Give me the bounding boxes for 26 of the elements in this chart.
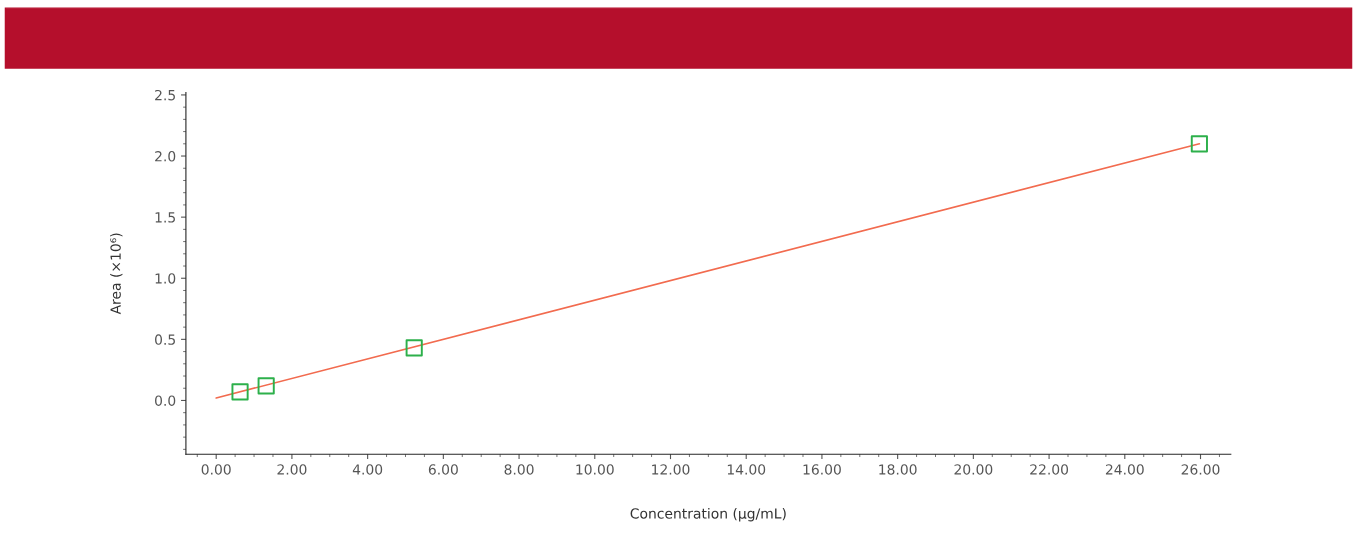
point — [257, 377, 275, 395]
x-tick-label: 4.00 — [352, 464, 383, 475]
point — [405, 339, 423, 357]
x-tick-label: 12.00 — [652, 464, 690, 475]
y-tick-label: 1.0 — [155, 273, 176, 284]
x-tick-label: 14.00 — [727, 464, 766, 475]
point — [231, 383, 249, 401]
y-tick-label: 2.0 — [155, 151, 176, 162]
point — [1190, 135, 1208, 153]
x-tick-label: 26.00 — [1181, 464, 1220, 475]
y-tick-label: 0.0 — [155, 395, 176, 406]
y-tick-label: 0.5 — [155, 334, 175, 345]
y-tick-label: 1.5 — [155, 212, 175, 223]
x-tick-label: 2.00 — [277, 464, 307, 475]
x-tick-label: 20.00 — [954, 464, 993, 475]
x-tick-label: 18.00 — [879, 464, 917, 475]
x-tick-label: 22.00 — [1030, 464, 1069, 475]
x-tick-label: 8.00 — [504, 464, 534, 475]
x-tick-label: 24.00 — [1105, 464, 1144, 475]
x-tick-label: 0.00 — [201, 464, 231, 475]
y-axis-title: Area (×10⁶) — [110, 233, 123, 315]
x-tick-label: 16.00 — [803, 464, 841, 475]
x-tick-label: 10.00 — [576, 464, 614, 475]
y-tick-label: 2.5 — [155, 89, 175, 101]
x-tick-label: 6.00 — [428, 464, 458, 475]
x-axis-title: Concentration (µg/mL) — [630, 507, 786, 522]
